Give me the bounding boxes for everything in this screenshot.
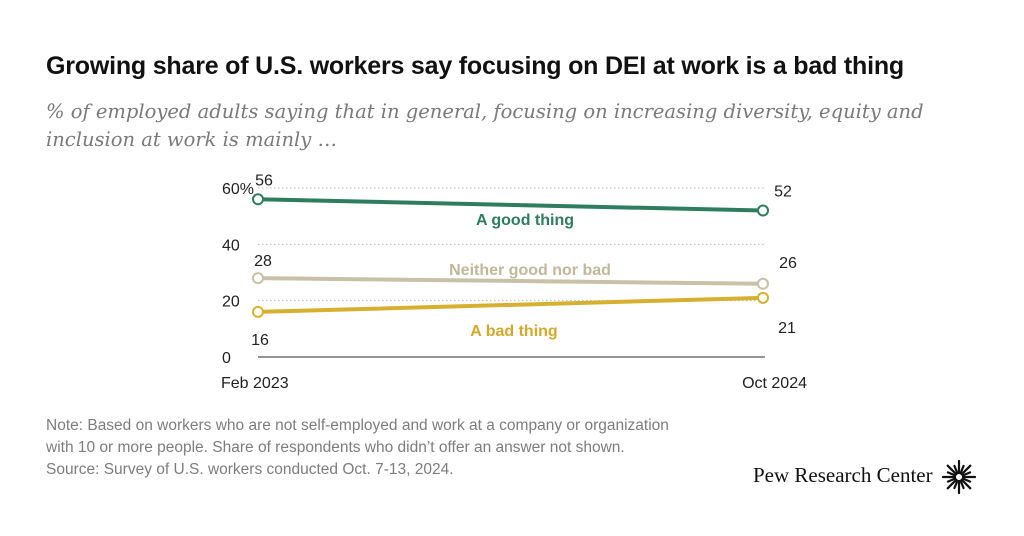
series-0: 56 52 A good thing [252, 172, 792, 229]
pew-sunburst-logo-icon [941, 459, 977, 495]
data-point [252, 272, 264, 285]
logo-ray [960, 464, 972, 476]
logo-ray [960, 478, 972, 490]
logo-ray [961, 471, 972, 477]
logo-ray [946, 477, 957, 483]
series-name-label: Neither good nor bad [449, 262, 611, 279]
logo-ray [953, 479, 959, 490]
y-tick-label: 0 [222, 350, 231, 367]
note-line-2: with 10 or more people. Share of respond… [46, 439, 625, 456]
chart-notes: Note: Based on workers who are not self-… [46, 415, 806, 481]
series-2: 16 21 A bad thing [251, 291, 796, 349]
x-axis-ticks: Feb 2023 Oct 2024 [221, 375, 807, 392]
data-label: 16 [251, 332, 269, 349]
x-tick-label: Feb 2023 [221, 375, 289, 392]
data-point [757, 291, 769, 304]
series-group: 56 52 A good thing 28 26 Neither good nor bad… [251, 172, 797, 349]
series-line [256, 197, 765, 213]
note-line-1: Note: Based on workers who are not self-… [46, 417, 669, 434]
logo-ray [961, 477, 972, 483]
logo-ray [953, 464, 959, 475]
chart-subtitle: % of employed adults saying that in gene… [46, 100, 924, 151]
logo-ray [946, 464, 958, 476]
series-name-label: A good thing [476, 212, 574, 229]
y-tick-label: 20 [222, 294, 240, 311]
y-tick-label: 40 [222, 237, 240, 254]
series-1: 28 26 Neither good nor bad [252, 253, 797, 290]
data-label: 21 [778, 320, 796, 337]
brand-name: Pew Research Center [753, 463, 933, 487]
gridlines [258, 187, 765, 358]
data-point [757, 277, 769, 290]
y-axis-ticks: 0 20 40 60% [222, 181, 254, 367]
series-line [256, 276, 765, 286]
data-point [252, 193, 264, 206]
logo-ray [946, 471, 957, 477]
data-point [252, 305, 264, 318]
y-tick-label: 60% [222, 181, 254, 198]
data-label: 52 [774, 184, 792, 201]
x-tick-label: Oct 2024 [742, 375, 807, 392]
data-point [757, 204, 769, 217]
logo-ray [959, 464, 965, 475]
source-line: Source: Survey of U.S. workers conducted… [46, 461, 454, 478]
data-label: 56 [255, 172, 273, 189]
series-name-label: A bad thing [470, 323, 557, 340]
data-label: 28 [254, 253, 272, 270]
chart-title: Growing share of U.S. workers say focusi… [46, 52, 904, 80]
series-line [256, 295, 765, 314]
logo-ray [946, 478, 958, 490]
logo-ray [959, 479, 965, 490]
data-label: 26 [779, 255, 797, 272]
